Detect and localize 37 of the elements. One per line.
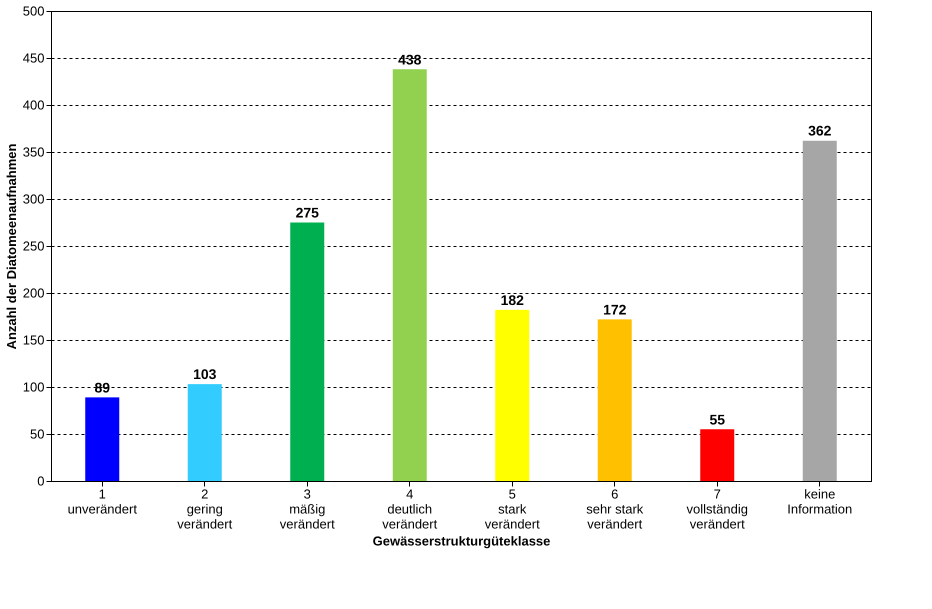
data-label: 172: [603, 301, 627, 318]
data-label: 89: [94, 379, 110, 396]
y-tick-label: 450: [22, 50, 44, 66]
data-label: 55: [709, 411, 726, 428]
x-tick-label: 4 deutlich verändert: [382, 486, 438, 532]
x-tick-label: 6 sehr stark verändert: [586, 486, 644, 532]
bar: [290, 222, 324, 481]
data-label: 103: [193, 366, 217, 382]
y-tick-label: 50: [30, 426, 44, 442]
x-tick-label: keine Information: [787, 486, 852, 516]
x-tick-label: 2 gering verändert: [177, 486, 233, 532]
y-tick-label: 350: [22, 144, 44, 160]
data-label: 362: [808, 122, 832, 139]
x-tick-label: 5 stark verändert: [484, 486, 540, 532]
y-tick-label: 200: [22, 286, 44, 300]
y-tick-label: 100: [22, 380, 44, 394]
x-axis-title: Gewässerstrukturgüteklasse: [372, 534, 550, 548]
y-tick-label: 300: [22, 192, 44, 206]
x-tick-label: 1 unverändert: [68, 486, 138, 516]
bar: [598, 319, 632, 481]
bar: [802, 140, 837, 481]
bar: [495, 310, 530, 481]
bar: [188, 384, 222, 481]
bar: [700, 429, 734, 481]
y-tick-label: 150: [22, 332, 44, 348]
y-tick-label: 400: [22, 98, 44, 112]
bar: [85, 397, 120, 481]
data-label: 275: [296, 204, 320, 220]
y-tick-label: 500: [22, 4, 44, 18]
y-tick-label: 250: [22, 238, 44, 254]
data-label: 438: [398, 51, 422, 68]
bar: [392, 69, 427, 481]
x-tick-label: 7 vollständig verändert: [686, 486, 748, 532]
data-label: 182: [500, 292, 524, 308]
y-tick-label: 0: [37, 474, 44, 488]
x-tick-label: 3 mäßig verändert: [280, 486, 336, 532]
y-axis-title: Anzahl der Diatomeenaufnahmen: [4, 144, 19, 350]
